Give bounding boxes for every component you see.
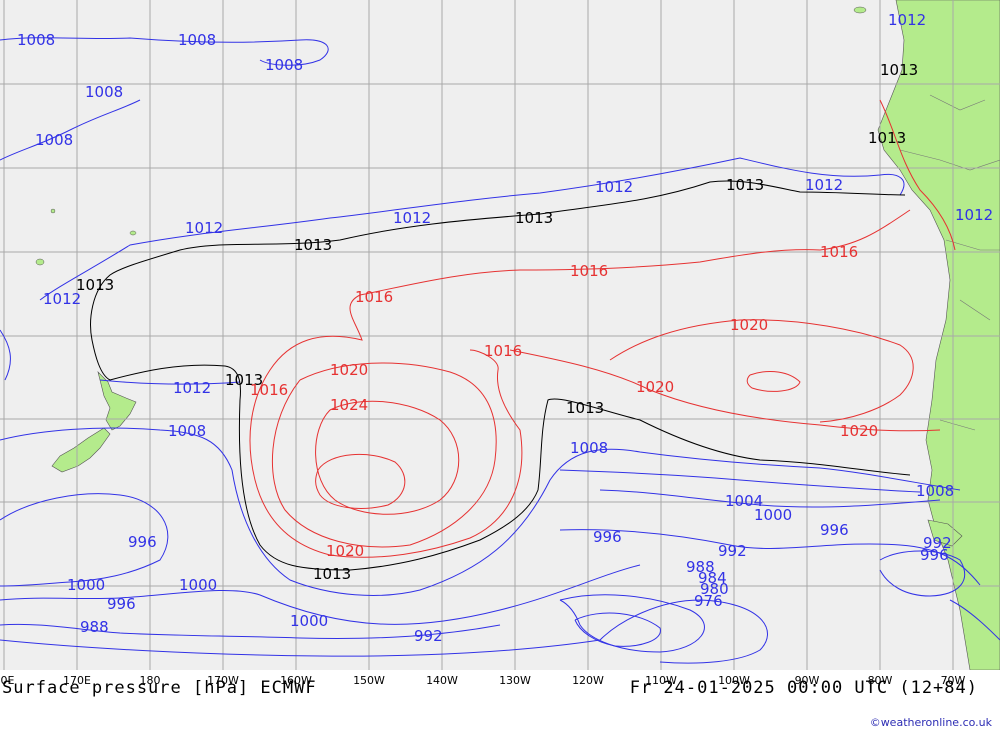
longitude-label: 140W [426,674,458,687]
high-pressure-isobars [249,99,956,558]
isobar-label: 1020 [730,316,768,334]
map-canvas: 1008 1008 1008 1008 1008 1012 1012 1012 … [0,0,1000,671]
isobar-label: 1000 [179,576,217,594]
isobar-label: 1008 [916,482,954,500]
isobar-label: 1000 [754,506,792,524]
isobar-label: 1013 [880,61,918,79]
low-pressure-isobars [0,37,1000,664]
longitude-label: 90W [794,674,820,687]
isobar-label: 1008 [178,31,216,49]
isobar-label: 1020 [326,542,364,560]
longitude-label: 110W [645,674,677,687]
isobar-label: 996 [920,546,949,564]
isobar-label: 992 [923,534,952,552]
isobar-label: 1008 [17,31,55,49]
isobar-label: 1008 [168,422,206,440]
isobar-label: 1013 [76,276,114,294]
islands [35,6,867,266]
isobar-label: 1020 [636,378,674,396]
isobar-label: 1012 [595,178,633,196]
map-title: Surface pressure [hPa] ECMWF [2,678,317,698]
ocean [0,0,1000,670]
isobar-label: 976 [694,592,723,610]
isobar-label: 996 [107,595,136,613]
isobar-label: 1013 [566,399,604,417]
credit-link[interactable]: ©weatheronline.co.uk [869,716,992,729]
isobar-label: 996 [820,521,849,539]
longitude-label: 170E [63,674,91,687]
graticule [0,0,1000,670]
longitude-label: 80W [867,674,893,687]
isobar-label: 1013 [313,565,351,583]
isobar-label: 1012 [805,176,843,194]
isobar-label: 996 [593,528,622,546]
country-borders [899,94,1000,431]
isobar-label: 1008 [35,131,73,149]
isobar-label: 1013 [515,209,553,227]
longitude-label: 130W [499,674,531,687]
isobar-label: 988 [686,558,715,576]
isobar-label: 1012 [173,379,211,397]
longitude-label: 100W [718,674,750,687]
standard-isobar-1013 [90,180,911,571]
isobar-label: 1004 [725,492,763,510]
isobar-label: 1000 [67,576,105,594]
isobar-label: 1012 [43,290,81,308]
isobar-label: 1008 [265,56,303,74]
isobar-labels: 1008 1008 1008 1008 1008 1012 1012 1012 … [17,11,993,645]
isobar-label: 992 [414,627,443,645]
longitude-label: 70W [940,674,966,687]
isobar-label: 1013 [868,129,906,147]
longitude-label: 170W [207,674,239,687]
isobar-label: 984 [698,569,727,587]
isobar-label: 1016 [355,288,393,306]
isobar-label: 1016 [570,262,608,280]
isobar-label: 1013 [294,236,332,254]
longitude-label: 150W [353,674,385,687]
isobar-label: 1008 [85,83,123,101]
isobar-label: 1012 [955,206,993,224]
isobar-label: 1020 [840,422,878,440]
new-zealand-north-island [97,371,137,431]
isobar-label: 1013 [726,176,764,194]
isobar-label: 1008 [570,439,608,457]
isobar-label: 1000 [290,612,328,630]
isobar-label: 1016 [820,243,858,261]
longitude-label: 160W [280,674,312,687]
longitude-label: 60E [0,674,15,687]
isobar-label: 1016 [484,342,522,360]
longitude-label: 180 [139,674,161,687]
isobar-label: 1016 [250,381,288,399]
isobar-label: 1020 [330,361,368,379]
isobar-label: 1012 [185,219,223,237]
isobar-label: 1012 [888,11,926,29]
longitude-label: 120W [572,674,604,687]
isobar-label: 1013 [225,371,263,389]
pressure-map: 1008 1008 1008 1008 1008 1012 1012 1012 … [0,0,1000,671]
isobar-label: 1024 [330,396,368,414]
isobar-label: 996 [128,533,157,551]
isobar-label: 980 [700,580,729,598]
isobar-label: 992 [718,542,747,560]
isobar-label: 1012 [393,209,431,227]
valid-time: Fr 24-01-2025 00:00 UTC (12+84) [629,678,978,698]
isobar-label: 988 [80,618,109,636]
map-footer [0,670,1000,733]
new-zealand-south-island [51,427,111,473]
